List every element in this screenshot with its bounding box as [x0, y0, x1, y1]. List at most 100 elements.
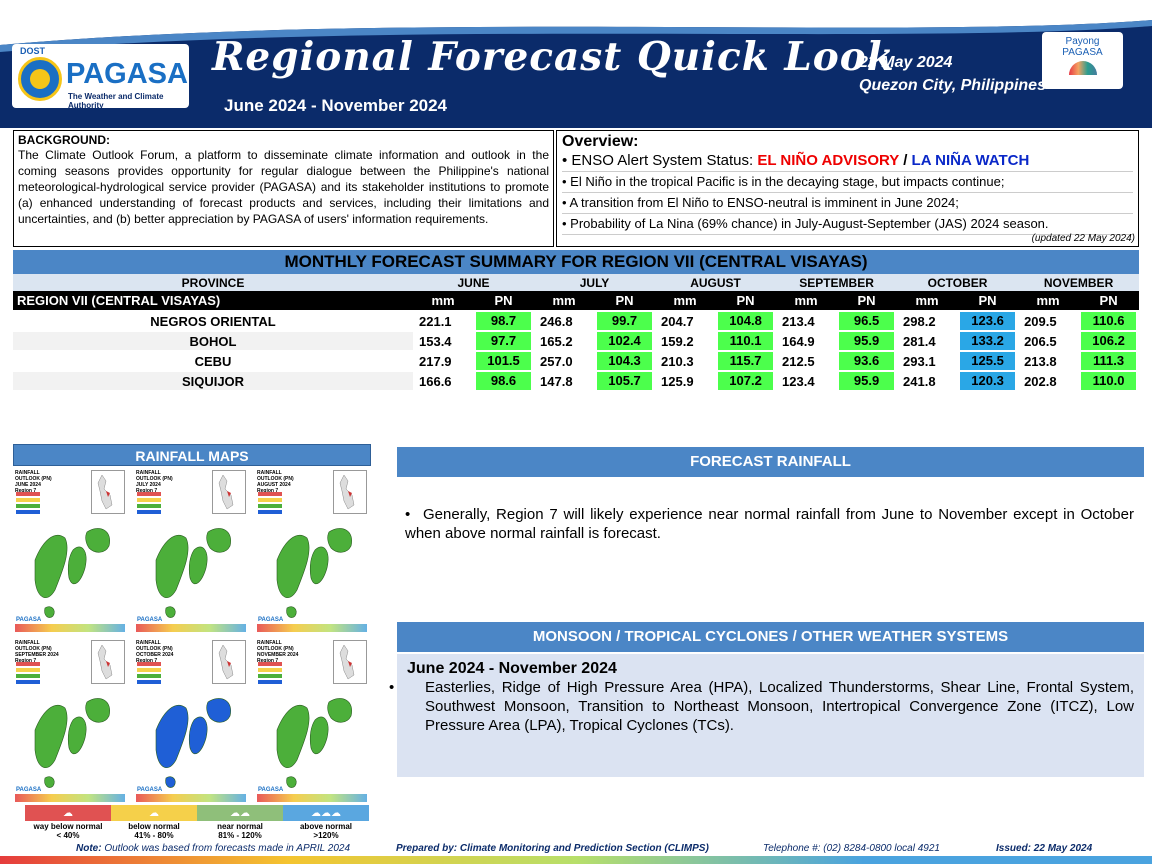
map-caption-line: RAINFALL OUTLOOK (PN) [15, 640, 52, 652]
percent-normal-cell: 93.6 [836, 350, 898, 370]
pagasa-logo: DOST PAGASA The Weather and Climate Auth… [12, 44, 189, 110]
rainfall-map: RAINFALL OUTLOOK (PN) JULY 2024 Region 7 PA… [134, 468, 249, 634]
percent-normal-cell: 125.5 [957, 350, 1019, 370]
legend-label-category: way below normal [33, 822, 103, 831]
footer-note: Note: Outlook was based from forecasts m… [76, 843, 350, 854]
map-caption-line: Region 7 [15, 658, 37, 664]
map-caption-line: SEPTEMBER 2024 [15, 652, 59, 658]
table-row: BOHOL 153.4 97.7 165.2 102.4 159.2 110.1 164.9 9… [13, 330, 1140, 350]
cloud-icon: ☁☁☁ [283, 805, 369, 821]
logo-dost-text: DOST [20, 46, 46, 56]
monsoon-header: MONSOON / TROPICAL CYCLONES / OTHER WEAT… [397, 622, 1144, 652]
monsoon-subtitle: June 2024 - November 2024 [407, 660, 617, 677]
map-brand: PAGASA [258, 617, 284, 623]
island-shape [67, 716, 87, 755]
province-header: PROVINCE [13, 274, 413, 291]
map-brand: PAGASA [137, 787, 163, 793]
philippines-inset-map [212, 640, 246, 684]
bullet: • [389, 679, 395, 696]
cloud-icon: ☁☁ [197, 805, 283, 821]
map-brand: PAGASA [137, 617, 163, 623]
enso-watch: LA NIÑA WATCH [911, 152, 1030, 169]
percent-normal-cell: 95.9 [836, 330, 898, 350]
percent-normal-value: 98.7 [476, 312, 532, 330]
map-caption-line: AUGUST 2024 [257, 482, 291, 488]
footer-color-strip [0, 856, 1152, 864]
forecast-rainfall-header: FORECAST RAINFALL [397, 447, 1144, 477]
map-caption-line: OCTOBER 2024 [136, 652, 174, 658]
overview-title: Overview: [562, 133, 639, 150]
cloud-icon: ☁ [25, 805, 111, 821]
footer-note-label: Note: [76, 843, 102, 854]
footer-issued: Issued: 22 May 2024 [996, 843, 1093, 854]
percent-normal-value: 111.3 [1081, 352, 1137, 370]
percent-normal-cell: 101.5 [473, 350, 535, 370]
page-title: Regional Forecast Quick Look [212, 34, 895, 80]
monsoon-systems: Easterlies, Ridge of High Pressure Area … [425, 679, 1134, 734]
pn-header: PN [1078, 291, 1140, 310]
background-text: The Climate Outlook Forum, a platform to… [18, 148, 549, 226]
month-header: OCTOBER [897, 274, 1019, 291]
island-shape [276, 704, 310, 769]
overview-line-4: • Probability of La Nina (69% chance) in… [562, 214, 1133, 235]
rainfall-map: RAINFALL OUTLOOK (PN) SEPTEMBER 2024 Regio… [13, 638, 128, 804]
percent-normal-cell: 120.3 [957, 370, 1019, 390]
table-row: SIQUIJOR 166.6 98.6 147.8 105.7 125.9 107.2 123… [13, 370, 1140, 390]
percent-normal-value: 95.9 [839, 332, 895, 350]
background-title: BACKGROUND: [18, 133, 110, 147]
rainfall-mm-cell: 125.9 [655, 370, 716, 390]
rainfall-map: RAINFALL OUTLOOK (PN) AUGUST 2024 Region 7… [255, 468, 370, 634]
rainfall-mm-cell: 210.3 [655, 350, 716, 370]
percent-normal-value: 99.7 [597, 312, 653, 330]
rainfall-mm-cell: 212.5 [776, 350, 837, 370]
mm-header: mm [776, 291, 837, 310]
month-header: SEPTEMBER [776, 274, 898, 291]
island-shape [327, 528, 352, 553]
island-shape [34, 704, 68, 769]
rainfall-mm-cell: 204.7 [655, 310, 716, 330]
map-caption-line: Region 7 [136, 488, 158, 494]
legend-label-range: 81% - 120% [218, 831, 262, 840]
forecast-summary-table: PROVINCE JUNE JULY AUGUST SEPTEMBER OCTO… [13, 274, 1140, 390]
province-name: NEGROS ORIENTAL [13, 310, 413, 330]
rainfall-map: RAINFALL OUTLOOK (PN) JUNE 2024 Region 7 PA… [13, 468, 128, 634]
map-color-scale [136, 624, 246, 632]
mm-header: mm [655, 291, 716, 310]
percent-normal-value: 107.2 [718, 372, 774, 390]
logo-name: PAGASA [66, 58, 188, 90]
philippines-inset-map [212, 470, 246, 514]
percent-normal-value: 105.7 [597, 372, 653, 390]
percent-normal-value: 110.6 [1081, 312, 1137, 330]
island-shape [85, 528, 110, 553]
table-header-units: REGION VII (CENTRAL VISAYAS) mm PN mm PN mm P… [13, 291, 1140, 310]
map-caption-line: RAINFALL OUTLOOK (PN) [15, 470, 52, 482]
rainfall-mm-cell: 159.2 [655, 330, 716, 350]
legend-label-range: < 40% [56, 831, 80, 840]
map-caption: RAINFALL OUTLOOK (PN) NOVEMBER 2024 Region… [257, 640, 307, 664]
island-shape [188, 716, 208, 755]
month-header: AUGUST [655, 274, 777, 291]
map-caption-line: Region 7 [136, 658, 158, 664]
table-row: CEBU 217.9 101.5 257.0 104.3 210.3 115.7 212.5 9… [13, 350, 1140, 370]
percent-normal-value: 120.3 [960, 372, 1016, 390]
map-color-scale [15, 624, 125, 632]
footer: Note: Outlook was based from forecasts m… [0, 843, 1152, 857]
rainfall-mm-cell: 123.4 [776, 370, 837, 390]
island-shape [309, 546, 329, 585]
background-box: BACKGROUND: The Climate Outlook Forum, a… [13, 130, 554, 247]
percent-normal-value: 110.1 [718, 332, 774, 350]
island-shape [85, 698, 110, 723]
island-shape [188, 546, 208, 585]
map-caption-line: Region 7 [257, 658, 279, 664]
island-shape [206, 698, 231, 723]
footer-note-text: Outlook was based from forecasts made in… [101, 843, 351, 854]
forecast-rainfall-body: Generally, Region 7 will likely experien… [405, 506, 1134, 542]
map-caption-line: JUNE 2024 [15, 482, 41, 488]
map-caption-line: Region 7 [257, 488, 279, 494]
region-vii-map [276, 698, 352, 788]
rainfall-map: RAINFALL OUTLOOK (PN) OCTOBER 2024 Region … [134, 638, 249, 804]
rainfall-mm-cell: 213.8 [1018, 350, 1079, 370]
pagasa-seal-icon [18, 57, 62, 101]
footer-telephone: Telephone #: (02) 8284-0800 local 4921 [763, 843, 940, 854]
monsoon-text: • Easterlies, Ridge of High Pressure Area… [389, 678, 1134, 735]
